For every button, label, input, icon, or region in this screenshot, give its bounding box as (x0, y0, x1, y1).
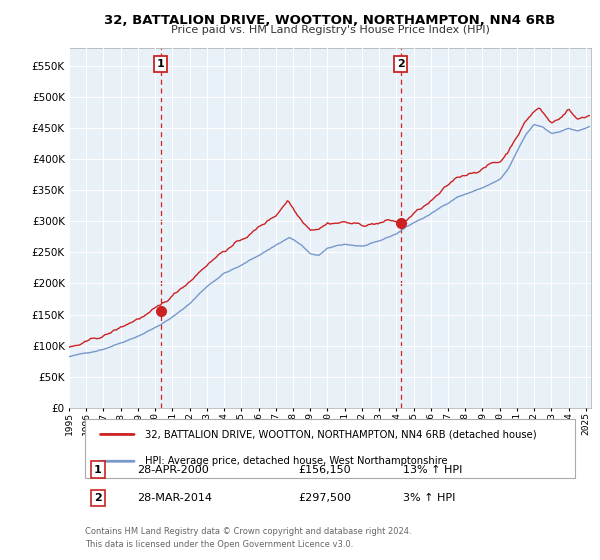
Text: 28-MAR-2014: 28-MAR-2014 (137, 493, 212, 503)
Text: £297,500: £297,500 (299, 493, 352, 503)
Text: 28-APR-2000: 28-APR-2000 (137, 465, 209, 475)
Text: 13% ↑ HPI: 13% ↑ HPI (403, 465, 463, 475)
Text: Price paid vs. HM Land Registry's House Price Index (HPI): Price paid vs. HM Land Registry's House … (170, 25, 490, 35)
Text: 32, BATTALION DRIVE, WOOTTON, NORTHAMPTON, NN4 6RB: 32, BATTALION DRIVE, WOOTTON, NORTHAMPTO… (104, 14, 556, 27)
Text: HPI: Average price, detached house, West Northamptonshire: HPI: Average price, detached house, West… (145, 456, 448, 466)
Text: Contains HM Land Registry data © Crown copyright and database right 2024.: Contains HM Land Registry data © Crown c… (85, 528, 411, 536)
Text: 2: 2 (94, 493, 101, 503)
Text: 1: 1 (94, 465, 101, 475)
Text: 2: 2 (397, 59, 404, 69)
Text: This data is licensed under the Open Government Licence v3.0.: This data is licensed under the Open Gov… (85, 540, 353, 549)
Text: 1: 1 (157, 59, 164, 69)
Text: 3% ↑ HPI: 3% ↑ HPI (403, 493, 455, 503)
Text: 32, BATTALION DRIVE, WOOTTON, NORTHAMPTON, NN4 6RB (detached house): 32, BATTALION DRIVE, WOOTTON, NORTHAMPTO… (145, 430, 536, 440)
FancyBboxPatch shape (85, 419, 575, 478)
Text: £156,150: £156,150 (299, 465, 352, 475)
